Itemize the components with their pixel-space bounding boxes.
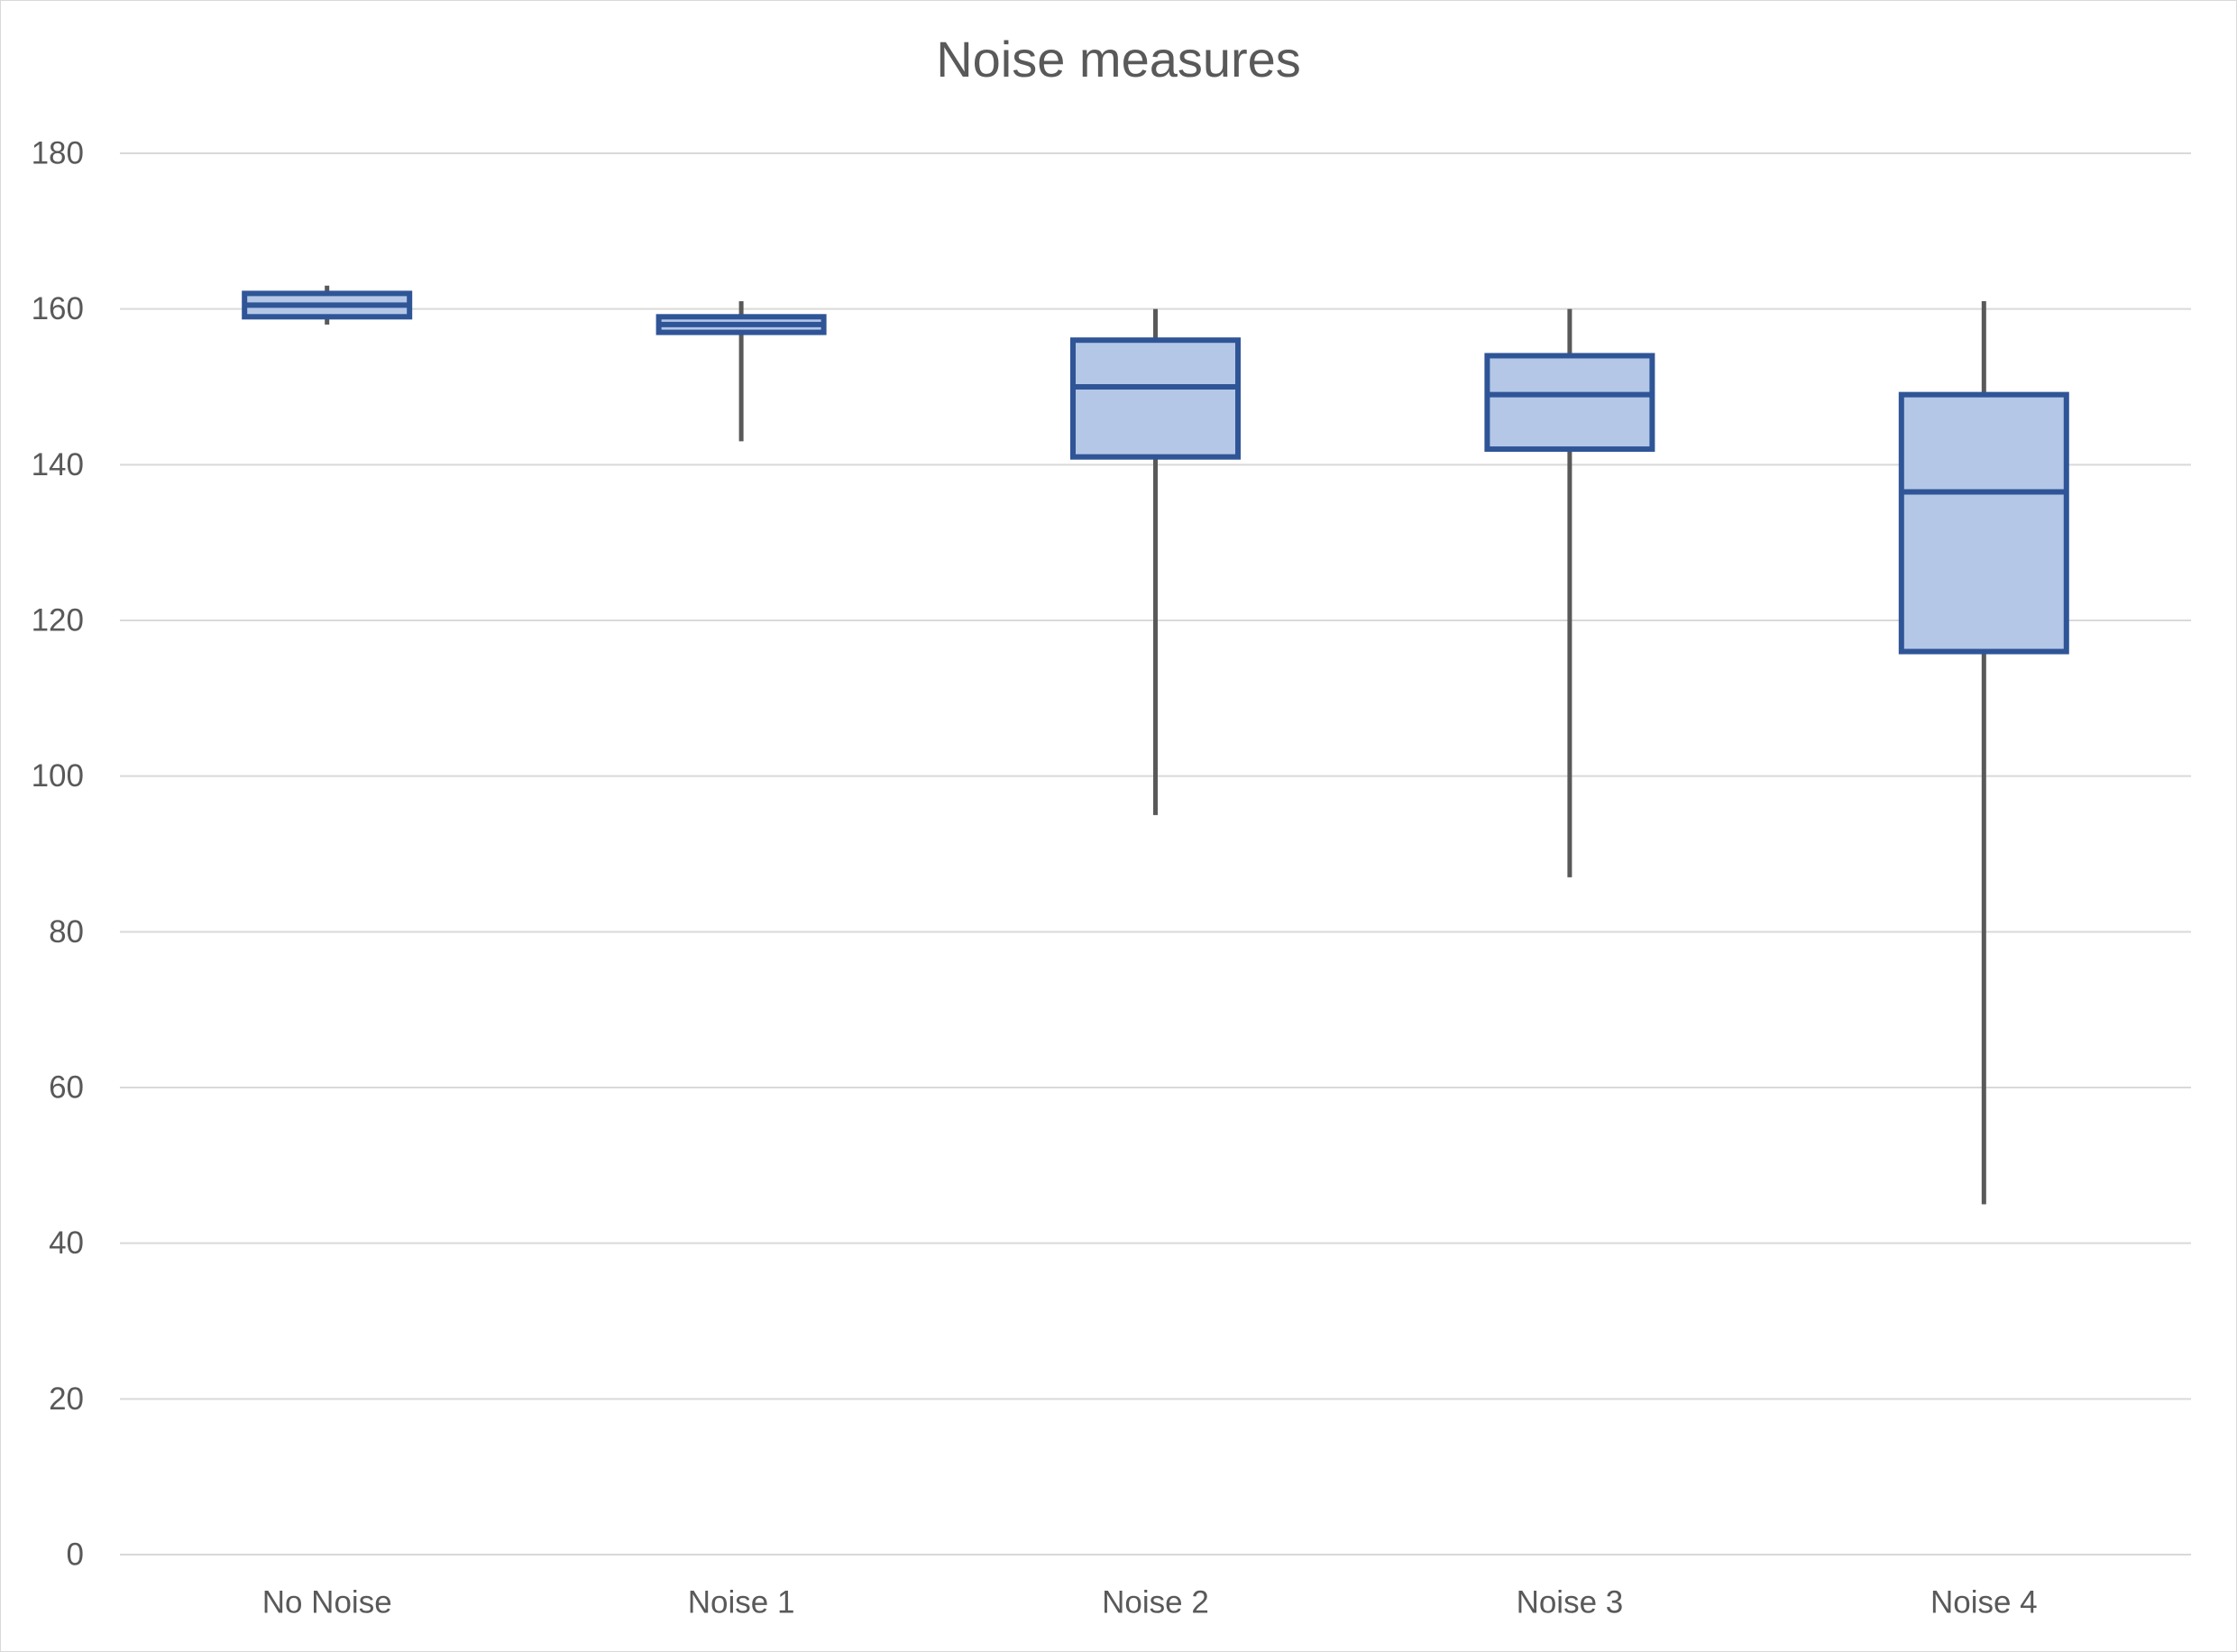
y-tick-label: 20 (49, 1381, 84, 1417)
box-iqr (1898, 391, 2069, 655)
y-tick-label: 60 (49, 1070, 84, 1106)
x-tick-label: Noise 1 (688, 1585, 795, 1620)
x-tick-label: Noise 4 (1930, 1585, 2038, 1620)
box-series (242, 285, 2069, 1205)
x-tick-label: Noise 3 (1517, 1585, 1624, 1620)
y-axis-tick-labels: 0 20 40 60 80 100 120 140 160 180 (32, 136, 84, 1573)
box-no-noise (242, 285, 413, 325)
chart-title: Noise measures (936, 31, 1301, 87)
y-tick-label: 180 (32, 136, 84, 171)
y-tick-label: 40 (49, 1225, 84, 1261)
box-noise-4 (1898, 301, 2069, 1205)
box-noise-3 (1484, 308, 1655, 877)
y-tick-label: 160 (32, 291, 84, 326)
box-iqr (1070, 337, 1241, 460)
box-iqr (1484, 353, 1655, 453)
y-tick-label: 80 (49, 914, 84, 950)
box-noise-1 (656, 301, 827, 442)
x-tick-label: Noise 2 (1102, 1585, 1209, 1620)
x-tick-label: No Noise (262, 1585, 392, 1620)
box-noise-2 (1070, 308, 1241, 815)
y-tick-label: 140 (32, 447, 84, 482)
y-tick-label: 100 (32, 758, 84, 794)
x-axis-tick-labels: No Noise Noise 1 Noise 2 Noise 3 Noise 4 (262, 1585, 2038, 1620)
y-tick-label: 120 (32, 603, 84, 638)
y-tick-label: 0 (67, 1537, 84, 1573)
